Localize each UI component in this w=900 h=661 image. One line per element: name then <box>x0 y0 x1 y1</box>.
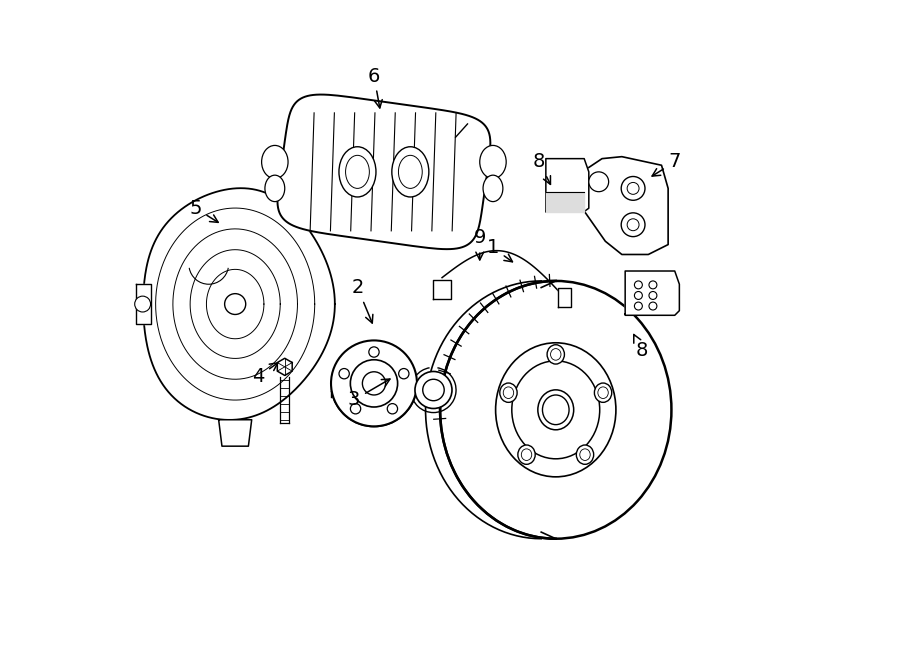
Ellipse shape <box>339 369 349 379</box>
Polygon shape <box>626 271 680 315</box>
Ellipse shape <box>415 371 452 408</box>
Text: 8: 8 <box>533 153 551 184</box>
Polygon shape <box>277 95 490 249</box>
Text: 9: 9 <box>473 229 486 260</box>
Ellipse shape <box>589 172 608 192</box>
Text: 7: 7 <box>652 153 681 176</box>
Ellipse shape <box>500 383 518 403</box>
Ellipse shape <box>363 371 385 395</box>
Polygon shape <box>277 358 292 375</box>
Ellipse shape <box>423 379 445 401</box>
Ellipse shape <box>483 175 503 202</box>
Text: 3: 3 <box>348 379 390 409</box>
Polygon shape <box>136 284 151 324</box>
Ellipse shape <box>350 404 361 414</box>
Polygon shape <box>219 420 252 446</box>
Ellipse shape <box>512 361 599 459</box>
Ellipse shape <box>518 445 536 464</box>
Polygon shape <box>143 188 335 420</box>
Text: 6: 6 <box>368 67 382 108</box>
Ellipse shape <box>339 147 376 197</box>
Ellipse shape <box>547 345 564 364</box>
Ellipse shape <box>621 213 645 237</box>
Ellipse shape <box>392 147 428 197</box>
Polygon shape <box>434 280 451 299</box>
Ellipse shape <box>331 340 417 426</box>
Ellipse shape <box>265 175 284 202</box>
Text: 1: 1 <box>487 239 512 262</box>
Ellipse shape <box>594 383 612 403</box>
Ellipse shape <box>440 281 671 539</box>
Polygon shape <box>558 288 571 307</box>
Ellipse shape <box>350 360 398 407</box>
Polygon shape <box>582 157 668 254</box>
Polygon shape <box>545 192 584 212</box>
Ellipse shape <box>621 176 645 200</box>
Text: 4: 4 <box>252 363 278 386</box>
Ellipse shape <box>135 296 150 312</box>
Ellipse shape <box>262 145 288 178</box>
Polygon shape <box>545 159 589 212</box>
Ellipse shape <box>496 343 616 477</box>
Ellipse shape <box>576 445 594 464</box>
Ellipse shape <box>538 390 573 430</box>
Text: 2: 2 <box>351 278 373 323</box>
Ellipse shape <box>225 293 246 315</box>
Ellipse shape <box>480 145 506 178</box>
Ellipse shape <box>543 395 569 424</box>
Ellipse shape <box>387 404 398 414</box>
Ellipse shape <box>369 347 379 357</box>
Text: 5: 5 <box>189 199 218 222</box>
Ellipse shape <box>399 369 409 379</box>
Text: 8: 8 <box>634 334 648 360</box>
